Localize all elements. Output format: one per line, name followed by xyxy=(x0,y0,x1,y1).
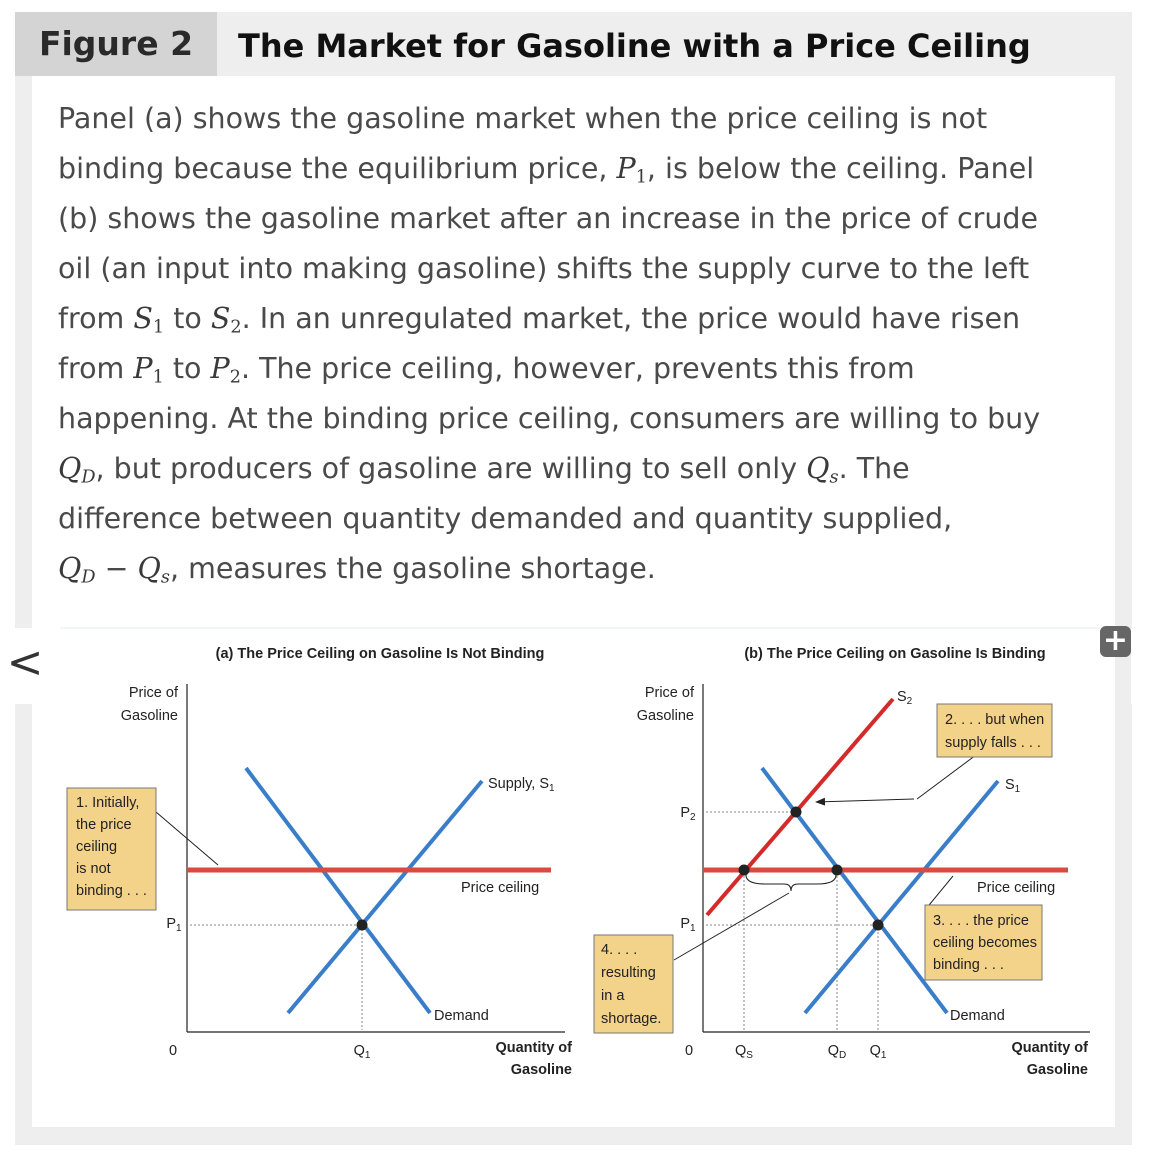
expand-plus-icon[interactable]: + xyxy=(1100,626,1131,657)
caption-line: (b) shows the gasoline market after an i… xyxy=(58,202,1039,235)
caption-line: oil (an input into making gasoline) shif… xyxy=(58,252,1030,285)
callout-pointer xyxy=(924,875,954,911)
caption-line: happening. At the binding price ceiling,… xyxy=(58,402,1041,435)
p1-label: P1 xyxy=(166,916,182,934)
callout-pointer xyxy=(155,811,219,866)
caption-text: , is below the ceiling. Panel xyxy=(646,152,1035,185)
supply-curve xyxy=(286,779,484,1015)
y-axis-label: Gasoline xyxy=(637,708,694,724)
callout-box-1 xyxy=(66,787,157,911)
demand-curve xyxy=(760,766,949,1015)
x-axis-label: Quantity of xyxy=(1011,1040,1088,1056)
callout-box-4 xyxy=(593,934,674,1034)
x-axis-label: Gasoline xyxy=(1027,1062,1088,1078)
supply-curve-s1 xyxy=(803,779,1000,1015)
math-s1: S1 xyxy=(133,302,165,338)
callout-text: binding . . . xyxy=(933,957,1004,973)
demand-curve xyxy=(244,766,432,1015)
math-qs: Qs xyxy=(137,552,170,588)
y-axis-label: Price of xyxy=(129,685,179,701)
callout-text: in a xyxy=(601,988,625,1004)
callout-text: binding . . . xyxy=(76,883,147,899)
math-p1: P1 xyxy=(616,152,647,188)
y-axis-label: Price of xyxy=(645,685,695,701)
callout-text: ceiling xyxy=(76,839,117,855)
price-ceiling-label: Price ceiling xyxy=(977,880,1055,896)
supply-label: Supply, S1 xyxy=(488,776,555,794)
caption-line: Panel (a) shows the gasoline market when… xyxy=(58,102,988,135)
caption-line: QD, but producers of gasoline are willin… xyxy=(58,452,910,488)
p1-label: P1 xyxy=(680,916,696,934)
caption-line: from S1 to S2. In an unregulated market,… xyxy=(58,302,1021,338)
math-p1: P1 xyxy=(133,352,164,388)
supply-curve-s2 xyxy=(705,697,895,917)
demand-label: Demand xyxy=(434,1008,489,1024)
s1-label: S1 xyxy=(1005,777,1021,795)
equilibrium-point xyxy=(356,919,368,931)
callout-box-2 xyxy=(936,703,1053,758)
callout-text: shortage. xyxy=(601,1011,661,1027)
shortage-brace xyxy=(745,874,837,892)
math-p2: P2 xyxy=(210,352,241,388)
panel-a: (a) The Price Ceiling on Gasoline Is Not… xyxy=(66,646,572,1078)
x-axis-label: Gasoline xyxy=(511,1062,572,1078)
qd-label: QD xyxy=(828,1043,847,1061)
callout-box-3 xyxy=(924,904,1043,981)
callout-text: 3. . . . the price xyxy=(933,913,1029,929)
origin-label: 0 xyxy=(169,1043,177,1059)
qs-label: QS xyxy=(735,1043,753,1061)
p2-label: P2 xyxy=(680,805,696,823)
q1-label: Q1 xyxy=(354,1043,371,1061)
callout-text: 4. . . . xyxy=(601,942,637,958)
panel-b-title: (b) The Price Ceiling on Gasoline Is Bin… xyxy=(744,646,1045,662)
callout-pointer xyxy=(916,754,977,800)
x-axis-label: Quantity of xyxy=(495,1040,572,1056)
s2-label: S2 xyxy=(897,689,913,707)
callout-text: is not xyxy=(76,861,111,877)
qd-point xyxy=(831,864,843,876)
y-axis-label: Gasoline xyxy=(121,708,178,724)
callout-pointer xyxy=(673,892,790,961)
callout-text: 1. Initially, xyxy=(76,795,139,811)
callout-text: 2. . . . but when xyxy=(945,712,1044,728)
caption-line: binding because the equilibrium price, P… xyxy=(58,144,1088,194)
new-equilibrium-point xyxy=(790,806,802,818)
math-qd: QD xyxy=(58,452,96,488)
qs-point xyxy=(738,864,750,876)
callout-text: the price xyxy=(76,817,132,833)
caption-text: binding because the equilibrium price, xyxy=(58,152,617,185)
math-qs: Qs xyxy=(806,452,839,488)
figure-number-tag: Figure 2 xyxy=(15,12,217,76)
shift-arrow xyxy=(815,797,915,806)
caption-line: difference between quantity demanded and… xyxy=(58,502,953,535)
caption-line: QD − Qs, measures the gasoline shortage. xyxy=(58,552,656,588)
callout-text: resulting xyxy=(601,965,656,981)
math-qd: QD xyxy=(58,552,96,588)
old-equilibrium-point xyxy=(872,919,884,931)
figure-title: The Market for Gasoline with a Price Cei… xyxy=(238,27,1031,65)
previous-arrow-icon[interactable]: < xyxy=(0,628,50,704)
price-ceiling-label: Price ceiling xyxy=(461,880,539,896)
origin-label: 0 xyxy=(685,1043,693,1059)
panel-a-title: (a) The Price Ceiling on Gasoline Is Not… xyxy=(216,646,545,662)
demand-label: Demand xyxy=(950,1008,1005,1024)
callout-text: supply falls . . . xyxy=(945,735,1041,751)
caption-line: from P1 to P2. The price ceiling, howeve… xyxy=(58,352,915,388)
expand-panel xyxy=(1131,628,1154,704)
q1-label: Q1 xyxy=(870,1043,887,1061)
figure-caption: Panel (a) shows the gasoline market when… xyxy=(58,94,1088,594)
callout-text: ceiling becomes xyxy=(933,935,1037,951)
math-s2: S2 xyxy=(210,302,242,338)
panel-b: (b) The Price Ceiling on Gasoline Is Bin… xyxy=(593,646,1090,1078)
